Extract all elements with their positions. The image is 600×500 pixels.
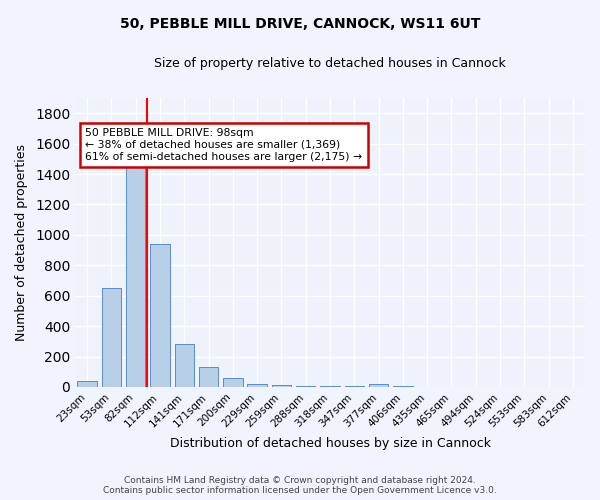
- Bar: [296, 386, 316, 387]
- Bar: [77, 381, 97, 387]
- Text: 50 PEBBLE MILL DRIVE: 98sqm
← 38% of detached houses are smaller (1,369)
61% of : 50 PEBBLE MILL DRIVE: 98sqm ← 38% of det…: [85, 128, 362, 162]
- Bar: [223, 378, 242, 387]
- Bar: [369, 384, 388, 387]
- Bar: [126, 164, 145, 387]
- Bar: [151, 244, 170, 387]
- Text: Contains HM Land Registry data © Crown copyright and database right 2024.
Contai: Contains HM Land Registry data © Crown c…: [103, 476, 497, 495]
- Bar: [344, 386, 364, 387]
- Y-axis label: Number of detached properties: Number of detached properties: [15, 144, 28, 341]
- Text: 50, PEBBLE MILL DRIVE, CANNOCK, WS11 6UT: 50, PEBBLE MILL DRIVE, CANNOCK, WS11 6UT: [120, 18, 480, 32]
- Bar: [199, 367, 218, 387]
- Bar: [102, 288, 121, 387]
- Bar: [320, 386, 340, 387]
- Bar: [247, 384, 267, 387]
- X-axis label: Distribution of detached houses by size in Cannock: Distribution of detached houses by size …: [170, 437, 491, 450]
- Bar: [175, 344, 194, 387]
- Bar: [272, 386, 291, 387]
- Title: Size of property relative to detached houses in Cannock: Size of property relative to detached ho…: [154, 58, 506, 70]
